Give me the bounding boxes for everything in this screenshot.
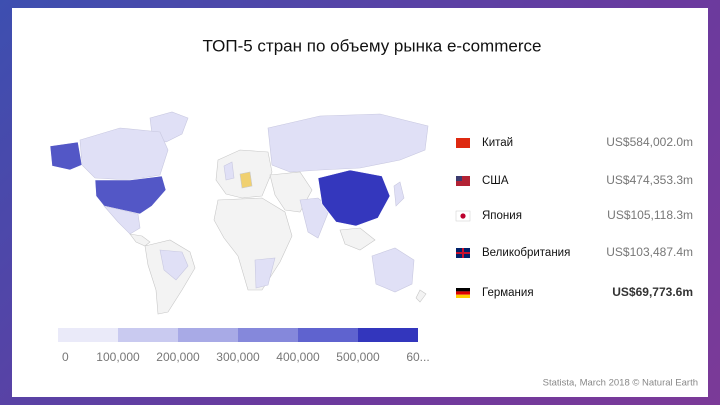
russia — [267, 113, 429, 173]
canada — [79, 127, 169, 181]
legend-swatch — [238, 328, 298, 342]
flag-germany — [456, 291, 470, 295]
flags — [455, 138, 471, 298]
mexico — [103, 205, 141, 235]
central-america — [129, 233, 151, 247]
country-name: Германия — [482, 287, 534, 299]
country-value: US$474,353.3m — [606, 173, 693, 187]
brazil — [159, 249, 189, 281]
legend-tick-label: 60... — [406, 350, 429, 364]
source: Statista, March 2018 © Natural Earth — [543, 378, 698, 389]
flag-usa — [456, 176, 470, 186]
title: ТОП-5 стран по объему рынка e-commerce — [203, 36, 542, 55]
southeast-asia — [339, 227, 376, 251]
legend-tick-label: 500,000 — [336, 350, 380, 364]
country-name: Китай — [482, 137, 513, 149]
legend-bar — [58, 328, 418, 342]
japan — [393, 181, 405, 207]
legend-tick-label: 200,000 — [156, 350, 200, 364]
uk — [223, 161, 235, 181]
world-map — [49, 111, 429, 315]
country-name: Великобритания — [482, 247, 570, 259]
alaska — [49, 141, 83, 171]
legend-swatch — [298, 328, 358, 342]
country-value: US$103,487.4m — [606, 245, 693, 259]
flag-usa-canton — [456, 176, 462, 181]
flag-china — [456, 138, 470, 148]
china — [317, 169, 391, 227]
legend-swatch — [58, 328, 118, 342]
flag-germany — [456, 288, 470, 292]
country-value: US$584,002.0m — [606, 135, 693, 149]
legend-tick-label: 400,000 — [276, 350, 320, 364]
country-value: US$69,773.6m — [612, 285, 693, 299]
south-africa — [254, 257, 276, 289]
legend-tick-label: 300,000 — [216, 350, 260, 364]
germany — [239, 171, 253, 189]
india — [299, 197, 331, 239]
flag-germany — [456, 294, 470, 298]
usa — [94, 175, 167, 215]
legend-tick-label: 0 — [62, 350, 69, 364]
country-name: США — [482, 175, 509, 187]
legend-tick-label: 100,000 — [96, 350, 140, 364]
flag-japan-disc — [460, 213, 466, 219]
legend-swatch — [358, 328, 418, 342]
country-name: Япония — [482, 210, 522, 222]
country-value: US$105,118.3m — [607, 208, 693, 222]
africa — [213, 197, 293, 291]
australia — [371, 247, 415, 293]
new-zealand — [415, 289, 427, 303]
legend-swatch — [118, 328, 178, 342]
legend-swatch — [178, 328, 238, 342]
